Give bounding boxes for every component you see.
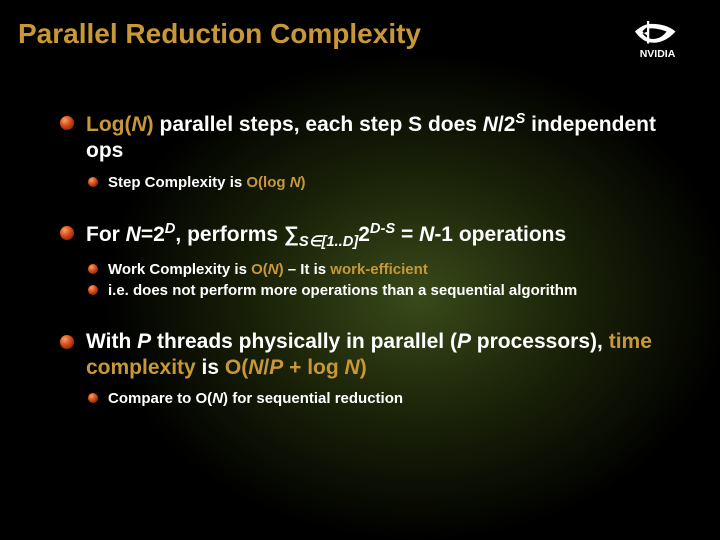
bullet-sphere-icon xyxy=(88,264,98,274)
bullet-sphere-icon xyxy=(60,116,74,130)
logo-text: NVIDIA xyxy=(640,48,676,60)
bullet-block: Log(N) parallel steps, each step S does … xyxy=(60,110,680,192)
main-bullet-text: Log(N) parallel steps, each step S does … xyxy=(86,110,680,165)
sub-bullet: Compare to O(N) for sequential reduction xyxy=(88,389,680,409)
bullet-sphere-icon xyxy=(88,393,98,403)
bullet-sphere-icon xyxy=(88,177,98,187)
bullet-sphere-icon xyxy=(60,226,74,240)
bullet-block: For N=2D, performs ∑S∈[1..D]2D-S = N-1 o… xyxy=(60,220,680,301)
slide-content: Log(N) parallel steps, each step S does … xyxy=(0,50,720,409)
sub-bullets: Compare to O(N) for sequential reduction xyxy=(88,389,680,409)
sub-bullet-text: Work Complexity is O(N) – It is work-eff… xyxy=(108,260,428,280)
sub-bullet-text: Compare to O(N) for sequential reduction xyxy=(108,389,403,409)
sub-bullet: Step Complexity is O(log N) xyxy=(88,173,680,193)
bullet-sphere-icon xyxy=(88,285,98,295)
main-bullet: For N=2D, performs ∑S∈[1..D]2D-S = N-1 o… xyxy=(60,220,680,252)
bullet-sphere-icon xyxy=(60,335,74,349)
slide-title: Parallel Reduction Complexity xyxy=(0,0,720,50)
main-bullet-text: With P threads physically in parallel (P… xyxy=(86,329,680,382)
sub-bullets: Work Complexity is O(N) – It is work-eff… xyxy=(88,260,680,301)
bullet-block: With P threads physically in parallel (P… xyxy=(60,329,680,409)
sub-bullet: i.e. does not perform more operations th… xyxy=(88,281,680,301)
sub-bullet: Work Complexity is O(N) – It is work-eff… xyxy=(88,260,680,280)
sub-bullet-text: i.e. does not perform more operations th… xyxy=(108,281,577,301)
main-bullet: Log(N) parallel steps, each step S does … xyxy=(60,110,680,165)
main-bullet: With P threads physically in parallel (P… xyxy=(60,329,680,382)
sub-bullet-text: Step Complexity is O(log N) xyxy=(108,173,306,193)
main-bullet-text: For N=2D, performs ∑S∈[1..D]2D-S = N-1 o… xyxy=(86,220,566,252)
sub-bullets: Step Complexity is O(log N) xyxy=(88,173,680,193)
nvidia-logo: NVIDIA xyxy=(620,18,695,63)
